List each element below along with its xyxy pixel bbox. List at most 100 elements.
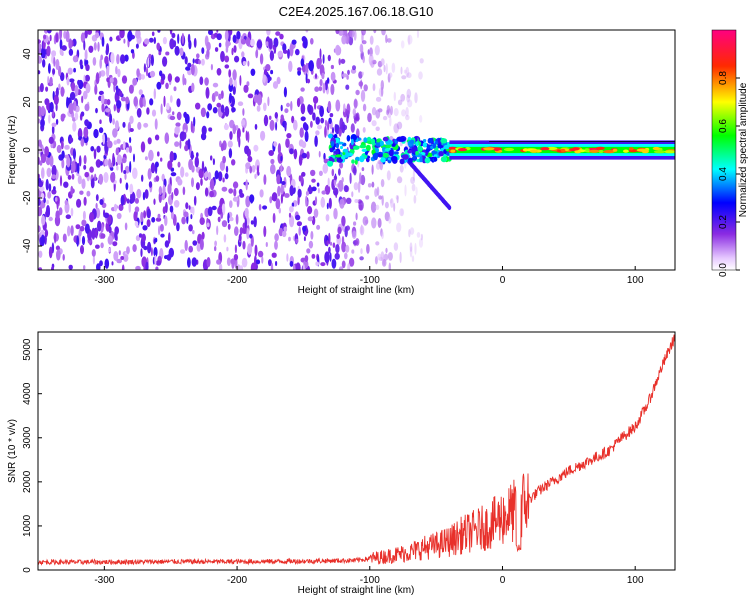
- spectrogram-cell: [90, 146, 95, 152]
- spectrogram-cell: [92, 57, 97, 66]
- spectrogram-cell: [293, 119, 298, 131]
- spectrogram-cell: [302, 264, 305, 270]
- spectrogram-cell: [375, 96, 382, 102]
- spectrogram-cell: [204, 77, 209, 86]
- spectrogram-cell: [397, 99, 403, 106]
- spectrogram-cell: [341, 215, 346, 227]
- spectrogram-cell: [164, 215, 168, 227]
- spectrogram-cell: [389, 199, 393, 204]
- spectrogram-cell: [55, 210, 60, 221]
- spectrogram-cell: [406, 94, 411, 103]
- spectrogram-cell: [229, 200, 233, 209]
- spectrogram-cell: [342, 148, 349, 153]
- spectrogram-cell: [169, 38, 175, 50]
- spectrogram-cell: [123, 38, 126, 44]
- spectrogram-cell: [199, 217, 205, 226]
- spectrogram-cell: [355, 89, 360, 96]
- spectrogram-cell: [179, 47, 184, 57]
- colorbar-ticks: 0.0 0.2 0.4 0.6 0.8: [718, 71, 740, 277]
- spectrogram-cell: [405, 66, 410, 78]
- spectrogram-cell: [259, 53, 264, 65]
- carrier-hotspot: [529, 149, 538, 153]
- spectrogram-cell: [88, 45, 94, 53]
- spectrogram-cell: [338, 127, 342, 137]
- spectrogram-cell: [185, 202, 189, 210]
- spectrogram-cell: [337, 226, 342, 235]
- spectrogram-cell: [407, 99, 413, 108]
- spectrogram-cell: [375, 109, 381, 119]
- spectrogram-cell: [56, 144, 62, 154]
- spectrogram-cell: [38, 39, 41, 44]
- spectrogram-cell: [79, 59, 83, 67]
- spectrogram-cell: [355, 238, 360, 246]
- spectrogram-cell: [390, 105, 393, 116]
- spectrogram-cell: [66, 96, 69, 109]
- spectrogram-cell: [108, 226, 112, 234]
- spectrogram-cell: [195, 182, 200, 191]
- spectrogram-cell: [341, 34, 347, 45]
- spectrogram-cell: [253, 216, 257, 228]
- spectrogram-marks: [38, 30, 675, 270]
- spectrogram-cell: [333, 175, 338, 181]
- carrier-hotspot: [522, 148, 529, 152]
- spectrogram-cell: [168, 232, 171, 244]
- spectrogram-cell: [422, 139, 427, 143]
- spectrogram-cell: [177, 178, 183, 186]
- spectrogram-cell: [132, 167, 138, 180]
- spectrogram-cell: [333, 208, 338, 220]
- carrier-hotspot: [450, 149, 456, 153]
- spectrogram-cell: [335, 154, 342, 158]
- spectrogram-cell: [100, 54, 104, 61]
- spectrogram-cell: [182, 122, 188, 134]
- spectrogram-cell: [150, 54, 154, 67]
- spectrogram-cell: [293, 149, 297, 160]
- spectrogram-cell: [110, 52, 115, 64]
- spectrogram-cell: [49, 76, 53, 86]
- spectrogram-cell: [284, 193, 290, 198]
- spectrogram-cell: [45, 86, 49, 92]
- spectrogram-cell: [55, 118, 59, 125]
- spectrogram-cell: [46, 199, 49, 205]
- spectrogram-cell: [295, 262, 301, 270]
- spectrogram-cell: [83, 265, 86, 270]
- spectrogram-cell: [70, 207, 74, 217]
- spectrogram-cell: [242, 108, 245, 116]
- spectrogram-cell: [322, 163, 329, 174]
- spectrogram-cell: [201, 125, 207, 136]
- carrier-hotspot: [483, 147, 495, 151]
- spectrogram-cell: [95, 194, 99, 202]
- spectrogram-cell: [324, 251, 330, 264]
- spectrogram-cell: [324, 119, 328, 127]
- spectrogram-cell: [359, 256, 364, 261]
- spectrogram-cell: [289, 205, 294, 213]
- spectrogram-cell: [55, 103, 58, 112]
- spectrogram-cell: [305, 195, 308, 207]
- spectrogram-cell: [133, 96, 138, 107]
- spectrogram-cell: [399, 251, 402, 264]
- spectrogram-cell: [343, 103, 346, 113]
- spectrogram-cell: [183, 111, 188, 118]
- spectrogram-cell: [232, 124, 237, 135]
- spectrogram-cell: [51, 174, 57, 179]
- spectrogram-cell: [58, 83, 61, 91]
- spectrogram-cell: [129, 183, 134, 195]
- spectrogram-cell: [283, 86, 287, 98]
- spectrogram-cell: [377, 153, 383, 157]
- spectrogram-cell: [256, 94, 263, 106]
- spectrogram-cell: [154, 134, 160, 141]
- colorbar-tick-label: 0.6: [718, 119, 729, 133]
- spectrogram-cell: [184, 144, 189, 152]
- spectrogram-cell: [113, 203, 118, 212]
- spectrogram-x-tick-label: 0: [500, 275, 506, 286]
- spectrogram-cell: [97, 220, 102, 232]
- spectrogram-cell: [377, 253, 382, 261]
- spectrogram-cell: [380, 179, 385, 188]
- spectrogram-cell: [167, 73, 173, 83]
- spectrogram-cell: [318, 170, 323, 176]
- spectrogram-cell: [265, 41, 269, 47]
- spectrogram-cell: [95, 107, 98, 114]
- spectrogram-cell: [422, 142, 428, 148]
- spectrogram-cell: [47, 191, 52, 199]
- spectrogram-cell: [200, 107, 206, 118]
- spectrogram-cell: [335, 99, 341, 112]
